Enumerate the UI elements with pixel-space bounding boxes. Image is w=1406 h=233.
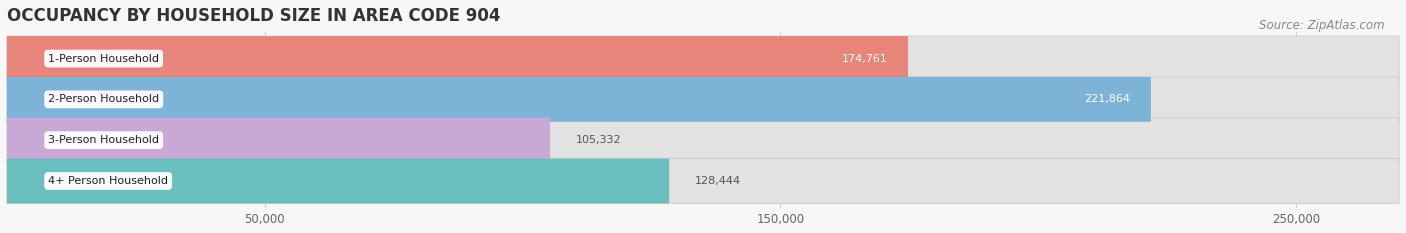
Text: 1-Person Household: 1-Person Household bbox=[48, 54, 159, 64]
Text: 174,761: 174,761 bbox=[842, 54, 887, 64]
FancyBboxPatch shape bbox=[7, 77, 1152, 122]
FancyBboxPatch shape bbox=[7, 158, 669, 203]
FancyBboxPatch shape bbox=[7, 118, 1399, 163]
Text: OCCUPANCY BY HOUSEHOLD SIZE IN AREA CODE 904: OCCUPANCY BY HOUSEHOLD SIZE IN AREA CODE… bbox=[7, 7, 501, 25]
FancyBboxPatch shape bbox=[7, 36, 908, 81]
FancyBboxPatch shape bbox=[7, 36, 1399, 81]
Text: 128,444: 128,444 bbox=[695, 176, 741, 186]
FancyBboxPatch shape bbox=[7, 118, 550, 163]
Text: 221,864: 221,864 bbox=[1084, 94, 1130, 104]
FancyBboxPatch shape bbox=[7, 77, 1399, 122]
Text: Source: ZipAtlas.com: Source: ZipAtlas.com bbox=[1260, 19, 1385, 32]
FancyBboxPatch shape bbox=[7, 158, 1399, 203]
Text: 105,332: 105,332 bbox=[576, 135, 621, 145]
Text: 4+ Person Household: 4+ Person Household bbox=[48, 176, 169, 186]
Text: 3-Person Household: 3-Person Household bbox=[48, 135, 159, 145]
Text: 2-Person Household: 2-Person Household bbox=[48, 94, 159, 104]
